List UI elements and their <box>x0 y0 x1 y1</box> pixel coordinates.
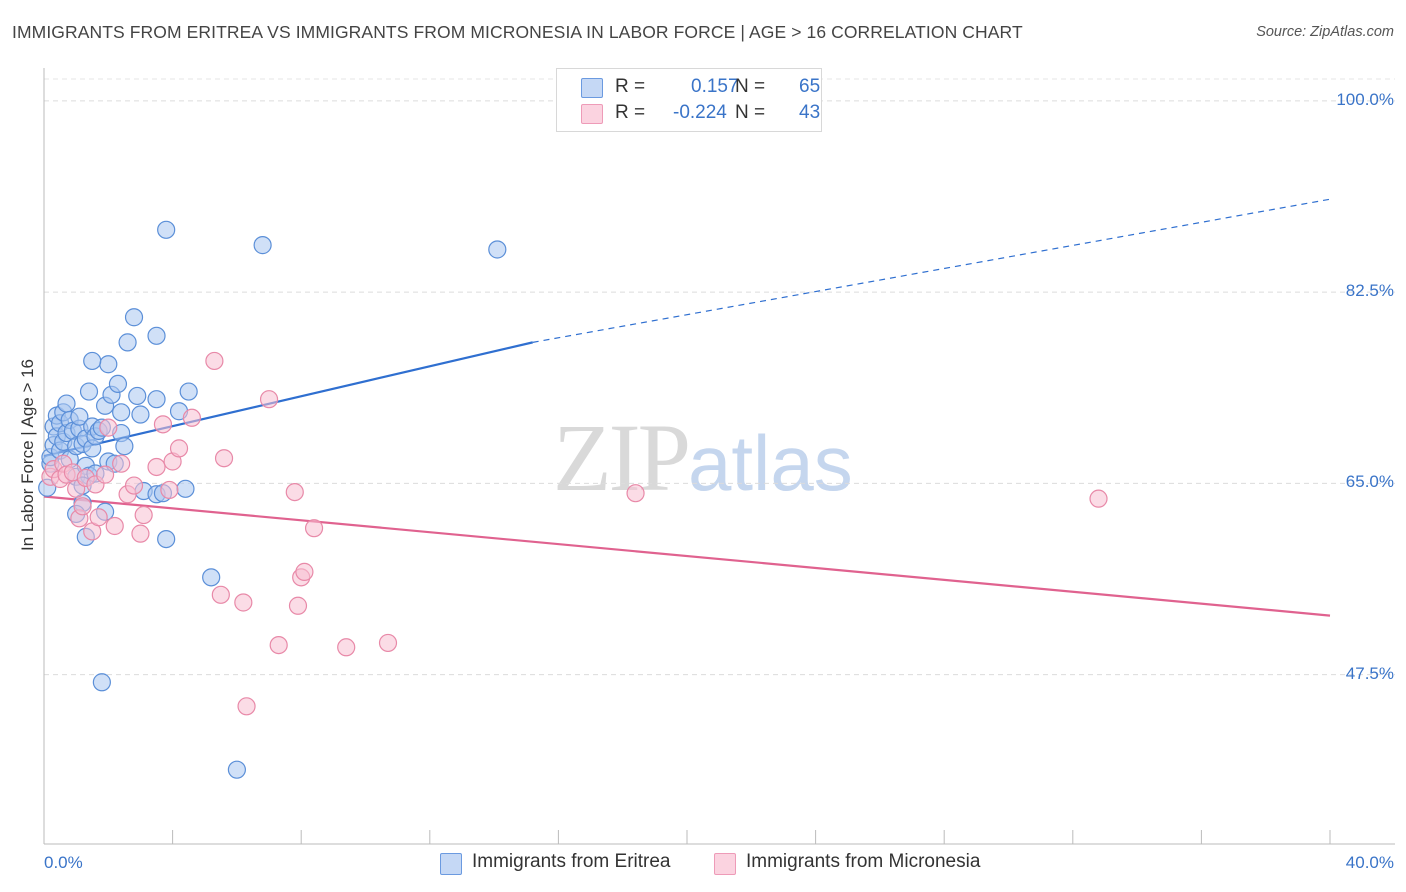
point-micronesia <box>259 390 279 409</box>
zipatlas-watermark: ZIPatlas <box>553 402 853 513</box>
point-micronesia <box>285 483 304 502</box>
grid-lines <box>44 78 1395 676</box>
correlation-legend: R = 0.157 N = 65 R = -0.224 N = 43 <box>556 68 822 132</box>
point-eritrea <box>70 407 89 426</box>
point-eritrea <box>176 479 195 498</box>
data-points <box>38 220 1108 779</box>
point-eritrea <box>147 390 166 409</box>
y-tick-label: 65.0% <box>1345 472 1394 492</box>
point-micronesia <box>288 596 308 615</box>
point-micronesia <box>378 633 398 653</box>
legend-n-value: 65 <box>799 76 821 97</box>
bottom-legend-label-micronesia: Immigrants from Micronesia <box>746 851 981 872</box>
trend-line-micronesia <box>43 495 1331 617</box>
watermark-zip: ZIP <box>553 404 691 511</box>
bottom-legend-swatch-micronesia <box>714 853 736 875</box>
legend-n-label: N = <box>735 102 766 123</box>
point-eritrea <box>488 240 507 259</box>
x-tick-label-max: 40.0% <box>1345 853 1394 872</box>
point-eritrea <box>92 673 111 692</box>
point-eritrea <box>227 760 246 779</box>
point-micronesia <box>160 480 179 500</box>
y-tick-label: 100.0% <box>1336 89 1394 109</box>
point-eritrea <box>118 333 137 352</box>
point-eritrea <box>179 382 198 401</box>
point-eritrea <box>157 529 176 549</box>
trend-line-eritrea-extension <box>532 198 1331 343</box>
legend-r-label: R = <box>615 76 646 97</box>
point-micronesia <box>304 519 324 538</box>
point-eritrea <box>202 568 221 587</box>
axes <box>43 68 1395 845</box>
x-tick-label-min: 0.0% <box>44 853 83 872</box>
point-micronesia <box>295 562 314 581</box>
point-eritrea <box>157 220 176 239</box>
legend-n-value: 43 <box>799 102 821 123</box>
legend-r-value: -0.224 <box>673 102 727 123</box>
point-micronesia <box>99 418 118 437</box>
point-eritrea <box>79 382 99 401</box>
trend-lines <box>43 198 1331 617</box>
point-micronesia <box>95 465 115 484</box>
y-tick-label: 47.5% <box>1345 663 1394 683</box>
chart-source: Source: ZipAtlas.com <box>1256 24 1394 40</box>
point-micronesia <box>131 524 150 543</box>
point-eritrea <box>124 308 144 327</box>
legend-swatch-micronesia <box>581 104 603 124</box>
point-micronesia <box>153 415 173 434</box>
point-micronesia <box>214 449 234 468</box>
point-micronesia <box>73 497 92 516</box>
point-micronesia <box>169 439 189 458</box>
point-micronesia <box>234 593 253 612</box>
bottom-legend-label-eritrea: Immigrants from Eritrea <box>472 851 671 872</box>
point-eritrea <box>57 394 76 413</box>
point-eritrea <box>131 405 150 424</box>
point-eritrea <box>128 386 147 406</box>
point-micronesia <box>124 476 144 495</box>
legend-swatch-eritrea <box>581 78 603 98</box>
point-micronesia <box>237 697 256 716</box>
point-eritrea <box>253 236 272 255</box>
legend-r-value: 0.157 <box>691 76 739 97</box>
point-eritrea <box>112 403 131 422</box>
point-micronesia <box>626 484 645 503</box>
chart-title: IMMIGRANTS FROM ERITREA VS IMMIGRANTS FR… <box>12 22 1023 42</box>
point-micronesia <box>182 408 201 427</box>
point-micronesia <box>337 638 356 657</box>
point-eritrea <box>108 374 128 394</box>
point-micronesia <box>269 635 288 655</box>
point-micronesia <box>89 508 108 527</box>
bottom-legend-swatch-eritrea <box>440 853 462 875</box>
legend-r-label: R = <box>615 102 646 123</box>
y-tick-label: 82.5% <box>1345 281 1394 301</box>
point-eritrea <box>83 351 102 371</box>
point-micronesia <box>205 351 224 371</box>
watermark-atlas: atlas <box>688 419 853 507</box>
y-axis-label: In Labor Force | Age > 16 <box>18 358 37 552</box>
point-micronesia <box>211 585 230 604</box>
point-eritrea <box>147 326 166 345</box>
point-micronesia <box>1089 489 1108 508</box>
legend-n-label: N = <box>735 76 766 97</box>
point-eritrea <box>99 355 118 374</box>
point-micronesia <box>147 457 166 477</box>
point-eritrea <box>115 437 134 456</box>
point-micronesia <box>105 516 124 536</box>
point-micronesia <box>134 505 153 525</box>
point-micronesia <box>112 454 131 473</box>
